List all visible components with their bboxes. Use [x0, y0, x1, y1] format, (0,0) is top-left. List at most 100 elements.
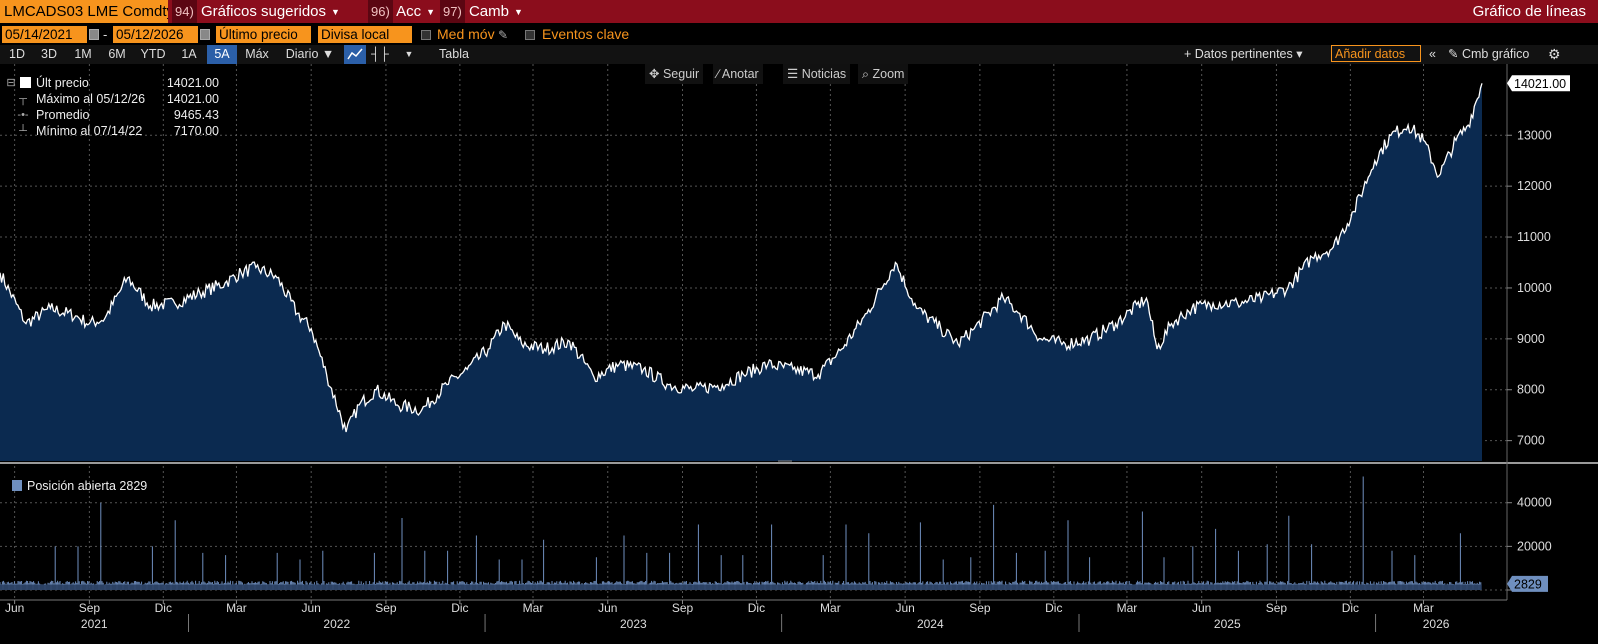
legend-value: 7170.00	[173, 124, 219, 138]
price-tick-label: 10000	[1517, 281, 1552, 295]
key-events-label: Eventos clave	[542, 26, 630, 42]
legend-row-last[interactable]: ⊟ Últ precio 14021.00	[4, 75, 219, 91]
gear-icon[interactable]: ⚙	[1548, 46, 1561, 62]
month-label: Dic	[155, 601, 172, 615]
table-button[interactable]: Tabla	[439, 47, 469, 61]
chart-type-title: Gráfico de líneas	[1472, 3, 1586, 20]
news-button[interactable]: ☰ Noticias	[783, 64, 851, 84]
line-chart-icon[interactable]	[344, 45, 366, 64]
magnifier-icon: ⌕	[862, 67, 870, 81]
menu-number: 96)	[368, 0, 393, 23]
range-1a-button[interactable]: 1A	[181, 47, 197, 61]
price-legend: ⊟ Últ precio 14021.00 ┬ Máximo al 05/12/…	[4, 75, 219, 139]
end-date-input[interactable]: 05/12/2026	[113, 26, 198, 43]
oi-base-fill	[0, 584, 1482, 590]
month-label: Mar	[820, 601, 841, 615]
add-data-button[interactable]: Añadir datos	[1331, 45, 1421, 62]
open-interest-bars	[0, 476, 1482, 590]
oi-tick-label: 40000	[1517, 496, 1552, 510]
legend-value: 9465.43	[173, 108, 219, 122]
oi-tick-label: 20000	[1517, 539, 1552, 553]
change-chart-button[interactable]: ✎ Cmb gráfico	[1448, 45, 1529, 64]
legend-collapse-icon[interactable]: ⊟	[6, 77, 16, 89]
month-label: Jun	[895, 601, 914, 615]
range-1d-button[interactable]: 1D	[9, 47, 25, 61]
caret-down-icon: ▼	[513, 6, 523, 17]
calendar-icon[interactable]	[89, 29, 99, 40]
collapse-icon[interactable]: «	[1429, 47, 1436, 61]
year-label: 2022	[323, 617, 350, 631]
open-interest-y-axis: 20000 40000	[1507, 496, 1552, 591]
pencil-icon: ✎	[1448, 47, 1459, 61]
menu-label: Gráficos sugeridos	[200, 3, 327, 20]
annotate-label: Anotar	[721, 67, 759, 81]
range-5a-button[interactable]: 5A	[207, 45, 237, 64]
candlestick-icon[interactable]: ┤├	[371, 47, 389, 61]
legend-row-average[interactable]: -•- Promedio 9465.43	[4, 107, 219, 123]
change-chart-label: Cmb gráfico	[1461, 47, 1530, 61]
price-tick-label: 8000	[1517, 383, 1545, 397]
last-price-label: 14021.00	[1514, 77, 1566, 91]
price-tick-label: 13000	[1517, 128, 1552, 142]
menu-actions[interactable]: 96) Acc ▼	[368, 0, 435, 23]
last-price-tag	[1507, 75, 1570, 92]
range-3d-button[interactable]: 3D	[41, 47, 57, 61]
menu-exchange[interactable]: 97) Camb ▼	[440, 0, 523, 23]
range-1m-button[interactable]: 1M	[74, 47, 92, 61]
pencil-icon: ∕	[717, 67, 720, 81]
news-icon: ☰	[787, 67, 799, 81]
month-label: Jun	[302, 601, 321, 615]
menu-suggested-charts[interactable]: 94) Gráficos sugeridos ▼	[172, 0, 340, 23]
price-tick-label: 12000	[1517, 179, 1552, 193]
month-label: Sep	[672, 601, 694, 615]
month-label: Sep	[969, 601, 991, 615]
legend-row-high[interactable]: ┬ Máximo al 05/12/26 14021.00	[4, 91, 219, 107]
annotate-button[interactable]: ∕ Anotar	[713, 64, 763, 84]
currency-select[interactable]: Divisa local	[318, 26, 412, 43]
price-chart[interactable]: 7000 8000 9000 10000 11000 12000 13000 20000 40…	[0, 64, 1598, 644]
moving-average-label: Med móv	[437, 26, 495, 42]
month-label: Mar	[523, 601, 544, 615]
related-data-button[interactable]: + Datos pertinentes ▾	[1184, 47, 1303, 61]
open-interest-legend: Posición abierta 2829	[12, 479, 147, 493]
range-toolbar: 1D 3D 1M 6M YTD 1A 5A Máx Diario ▼ ┤├ ▼ …	[0, 45, 1598, 64]
year-label: 2024	[917, 617, 944, 631]
news-label: Noticias	[801, 67, 847, 81]
month-label: Mar	[226, 601, 247, 615]
follow-label: Seguir	[662, 67, 700, 81]
month-label: Dic	[748, 601, 765, 615]
range-6m-button[interactable]: 6M	[108, 47, 126, 61]
month-label: Dic	[451, 601, 468, 615]
month-label: Dic	[1045, 601, 1062, 615]
legend-label: Mínimo al 07/14/22	[36, 124, 143, 138]
frequency-select[interactable]: Diario ▼	[285, 47, 335, 61]
price-line	[0, 83, 1483, 433]
legend-label: Últ precio	[36, 76, 89, 90]
x-axis: Jun Sep Dic Mar Jun Sep Dic Mar Jun Sep Dic Mar Jun S…	[0, 599, 1507, 632]
legend-swatch	[20, 77, 31, 88]
chart-style-caret-icon[interactable]: ▼	[404, 49, 414, 59]
range-max-button[interactable]: Máx	[245, 47, 269, 61]
month-label: Sep	[1266, 601, 1288, 615]
open-interest-legend-label: Posición abierta 2829	[27, 479, 147, 493]
zoom-button[interactable]: ⌕ Zoom	[858, 64, 909, 84]
legend-row-low[interactable]: ┴ Mínimo al 07/14/22 7170.00	[4, 123, 219, 139]
legend-label: Promedio	[36, 108, 90, 122]
calendar-icon[interactable]	[200, 29, 210, 40]
follow-button[interactable]: ✥ Seguir	[645, 64, 704, 84]
price-area	[0, 83, 1482, 462]
moving-average-checkbox[interactable]	[421, 30, 431, 40]
range-ytd-button[interactable]: YTD	[140, 47, 166, 61]
line-chart-glyph	[347, 48, 363, 60]
high-marker-icon: ┬	[19, 93, 27, 105]
month-label: Jun	[5, 601, 24, 615]
date-separator: -	[103, 27, 108, 42]
key-events-checkbox[interactable]	[525, 30, 535, 40]
field-select[interactable]: Último precio	[216, 26, 311, 43]
pencil-icon[interactable]: ✎	[498, 28, 509, 42]
security-ticker-field[interactable]: LMCADS03 LME Comdty	[0, 0, 168, 23]
start-date-input[interactable]: 05/14/2021	[2, 26, 87, 43]
price-tick-label: 7000	[1517, 434, 1545, 448]
crosshair-icon: ✥	[649, 67, 660, 81]
controls-row: 05/14/2021 - 05/12/2026 Último precio Di…	[0, 24, 1598, 44]
